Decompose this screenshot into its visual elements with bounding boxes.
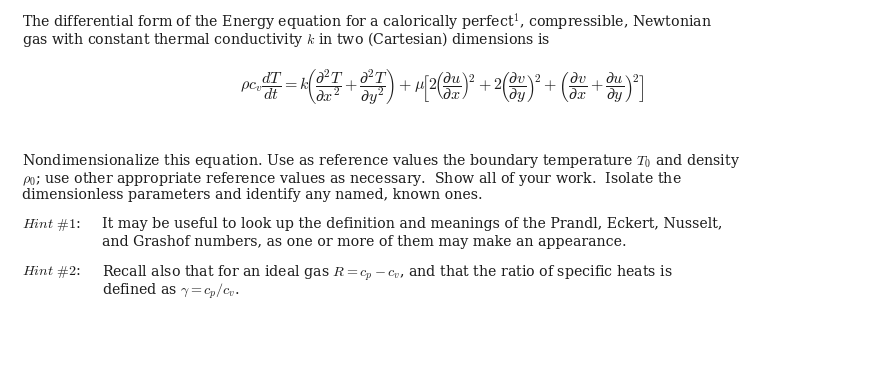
Text: The differential form of the Energy equation for a calorically perfect$^1$, comp: The differential form of the Energy equa… bbox=[22, 12, 712, 34]
Text: and Grashof numbers, as one or more of them may make an appearance.: and Grashof numbers, as one or more of t… bbox=[102, 235, 626, 249]
Text: It may be useful to look up the definition and meanings of the Prandl, Eckert, N: It may be useful to look up the definiti… bbox=[102, 217, 722, 231]
Text: $\mathit{Hint\ \#2}$:: $\mathit{Hint\ \#2}$: bbox=[22, 264, 80, 280]
Text: $\rho c_v \dfrac{dT}{dt} = k\!\left(\dfrac{\partial^2 T}{\partial x^2}+\dfrac{\p: $\rho c_v \dfrac{dT}{dt} = k\!\left(\dfr… bbox=[240, 68, 644, 108]
Text: gas with constant thermal conductivity $k$ in two (Cartesian) dimensions is: gas with constant thermal conductivity $… bbox=[22, 30, 551, 49]
Text: Nondimensionalize this equation. Use as reference values the boundary temperatur: Nondimensionalize this equation. Use as … bbox=[22, 152, 740, 170]
Text: Recall also that for an ideal gas $R = c_p - c_v$, and that the ratio of specifi: Recall also that for an ideal gas $R = c… bbox=[102, 264, 672, 283]
Text: defined as $\gamma = c_p/c_v$.: defined as $\gamma = c_p/c_v$. bbox=[102, 282, 240, 301]
Text: $\mathit{Hint\ \#1}$:: $\mathit{Hint\ \#1}$: bbox=[22, 217, 80, 233]
Text: dimensionless parameters and identify any named, known ones.: dimensionless parameters and identify an… bbox=[22, 188, 483, 202]
Text: $\rho_0$; use other appropriate reference values as necessary.  Show all of your: $\rho_0$; use other appropriate referenc… bbox=[22, 170, 682, 188]
